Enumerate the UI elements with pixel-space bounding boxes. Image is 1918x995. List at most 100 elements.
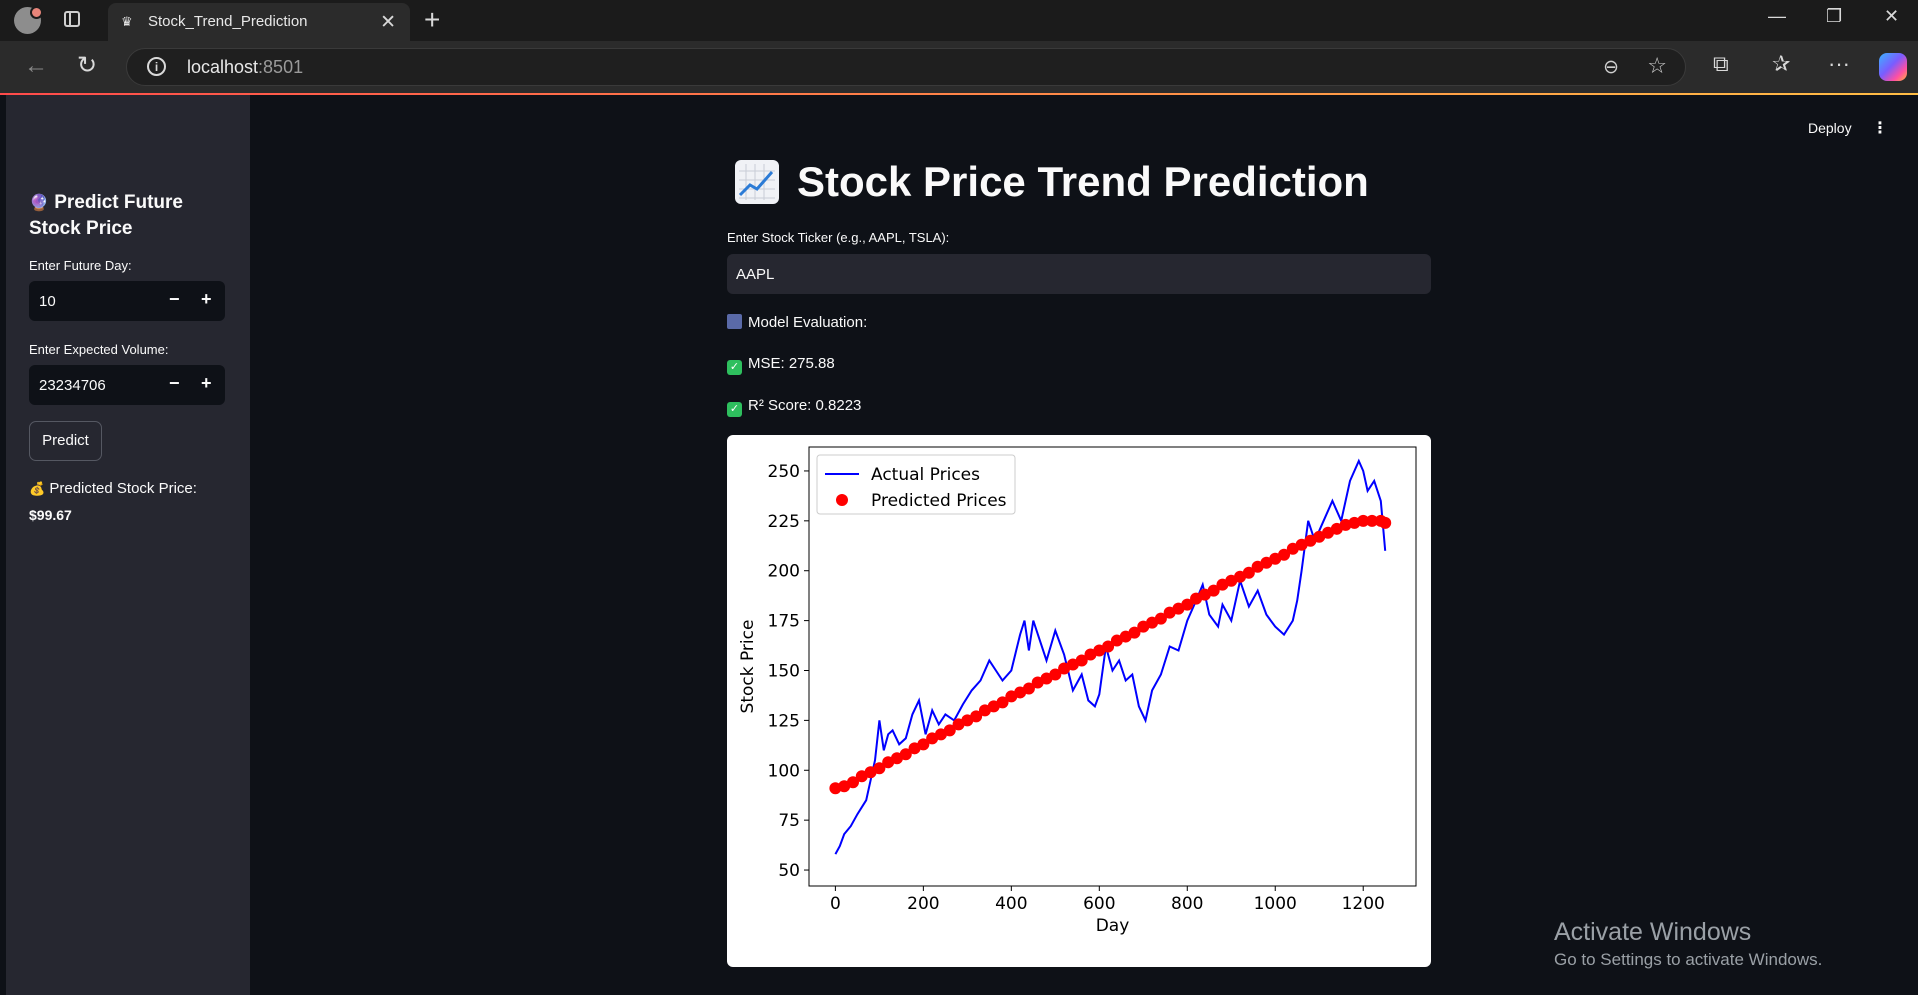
predicted-price-point (1379, 516, 1392, 529)
browser-tab-bar: ♛ Stock_Trend_Prediction ✕ + — ❐ ✕ (0, 0, 1918, 41)
predicted-price-point (1075, 654, 1088, 667)
back-arrow-icon[interactable]: ← (24, 52, 48, 79)
favorite-star-icon[interactable]: ☆ (1647, 53, 1667, 78)
predicted-price-point (943, 724, 956, 737)
predicted-price-point (899, 748, 912, 761)
future-day-value[interactable]: 10 (39, 293, 56, 310)
predicted-price-value: $99.67 (29, 507, 72, 523)
x-tick-label: 0 (830, 894, 841, 914)
expected-volume-input[interactable]: 23234706 − + (29, 365, 225, 405)
predicted-price-point (970, 710, 983, 723)
y-tick-label: 175 (768, 612, 800, 632)
y-tick-label: 250 (768, 462, 800, 482)
expected-volume-value[interactable]: 23234706 (39, 377, 106, 394)
zoom-out-icon[interactable]: ⊖ (1603, 57, 1619, 78)
reload-icon[interactable]: ↻ (77, 52, 98, 79)
x-tick-label: 400 (995, 894, 1027, 914)
legend-predicted-swatch (836, 494, 848, 506)
more-menu-icon[interactable]: ··· (1828, 51, 1850, 76)
expected-volume-label: Enter Expected Volume: (29, 342, 169, 357)
profile-avatar-icon[interactable] (14, 6, 43, 34)
window-close-icon[interactable]: ✕ (1884, 6, 1900, 26)
predicted-price-point (1022, 682, 1035, 695)
ticker-input[interactable] (727, 254, 1431, 294)
predicted-price-point (1278, 548, 1291, 561)
x-tick-label: 800 (1171, 894, 1203, 914)
predicted-price-point (846, 776, 859, 789)
chart-legend (816, 454, 1016, 515)
future-day-increment-button[interactable]: + (201, 289, 212, 309)
activate-windows-title: Activate Windows (1554, 918, 1752, 946)
y-tick-label: 100 (768, 761, 800, 781)
predicted-price-point (1207, 584, 1220, 597)
predicted-price-point (873, 762, 886, 775)
predicted-price-point (1102, 640, 1115, 653)
copilot-icon[interactable] (1879, 53, 1907, 81)
main-menu-icon[interactable]: ⋮ (1872, 120, 1888, 137)
tab-actions-icon[interactable] (64, 11, 80, 27)
x-tick-label: 200 (907, 894, 939, 914)
y-tick-label: 225 (768, 512, 800, 532)
plot-frame (808, 446, 1417, 887)
favorites-icon[interactable]: ✰ (1772, 51, 1791, 76)
money-bag-icon: 💰 (29, 481, 46, 496)
prediction-chart-svg: 0 200 400 600 800 1000 1200 50 75 100 125 150 175 200… (738, 446, 1417, 936)
tab-title: Stock_Trend_Prediction (148, 13, 308, 30)
minimize-icon[interactable]: — (1768, 6, 1786, 26)
check-mark-icon: ✓ (727, 360, 742, 375)
url-field[interactable]: i localhost:8501 ⊖ ☆ (126, 48, 1686, 86)
y-tick-label: 150 (768, 661, 800, 681)
deploy-button[interactable]: Deploy (1808, 120, 1852, 136)
x-tick-label: 1000 (1254, 894, 1297, 914)
crystal-ball-icon: 🔮 (29, 195, 49, 212)
browser-tab[interactable]: ♛ Stock_Trend_Prediction ✕ (108, 3, 410, 41)
tab-close-icon[interactable]: ✕ (380, 12, 396, 33)
ticker-label: Enter Stock Ticker (e.g., AAPL, TSLA): (727, 230, 950, 245)
page-title: Stock Price Trend Prediction (797, 158, 1369, 205)
predicted-price-point (1242, 566, 1255, 579)
predicted-price-point (1181, 598, 1194, 611)
predicted-price-point (1049, 668, 1062, 681)
predicted-price-label: 💰 Predicted Stock Price: (29, 480, 197, 497)
predicted-price-point (917, 738, 930, 751)
predicted-price-point (1154, 612, 1167, 625)
expected-volume-decrement-button[interactable]: − (169, 373, 180, 393)
url-text: localhost:8501 (187, 57, 304, 77)
check-mark-icon: ✓ (727, 402, 742, 417)
predicted-price-point (1357, 514, 1370, 527)
prediction-chart: 0 200 400 600 800 1000 1200 50 75 100 125 150 175 200… (727, 435, 1431, 967)
y-tick-label: 50 (778, 861, 800, 881)
y-tick-label: 75 (778, 811, 800, 831)
new-tab-icon[interactable]: + (424, 4, 441, 35)
sidebar (6, 95, 250, 995)
x-tick-label: 1200 (1342, 894, 1385, 914)
x-axis-label: Day (1096, 916, 1130, 936)
mse-text: ✓ MSE: 275.88 (727, 355, 835, 375)
x-tick-label: 600 (1083, 894, 1115, 914)
predicted-price-point (1128, 626, 1141, 639)
bar-chart-icon (727, 314, 742, 329)
streamlit-favicon-icon: ♛ (121, 14, 133, 29)
r2-score-text: ✓ R² Score: 0.8223 (727, 397, 861, 417)
predict-button[interactable]: Predict (29, 421, 102, 461)
activate-windows-subtitle: Go to Settings to activate Windows. (1554, 950, 1823, 969)
predicted-price-point (996, 696, 1009, 709)
restore-icon[interactable]: ❐ (1826, 6, 1843, 26)
chart-increasing-icon (735, 160, 779, 204)
y-axis-label: Stock Price (738, 620, 758, 714)
y-tick-label: 200 (768, 562, 800, 582)
expected-volume-increment-button[interactable]: + (201, 373, 212, 393)
model-evaluation-text: Model Evaluation: (727, 314, 867, 331)
future-day-label: Enter Future Day: (29, 258, 132, 273)
streamlit-decoration-bar (0, 93, 1918, 95)
future-day-decrement-button[interactable]: − (169, 289, 180, 309)
site-info-icon[interactable]: i (147, 57, 166, 76)
predicted-price-point (1366, 514, 1379, 527)
legend-actual-label: Actual Prices (871, 465, 980, 485)
actual-prices-line (834, 458, 1387, 855)
extensions-icon[interactable]: ⧉ (1713, 51, 1729, 76)
sidebar-header: 🔮 Predict Future Stock Price (29, 192, 184, 239)
legend-predicted-label: Predicted Prices (871, 491, 1007, 511)
future-day-input[interactable]: 10 − + (29, 281, 225, 321)
address-bar-row: ← ↻ i localhost:8501 ⊖ ☆ ⧉ ✰ ··· (0, 41, 1918, 93)
